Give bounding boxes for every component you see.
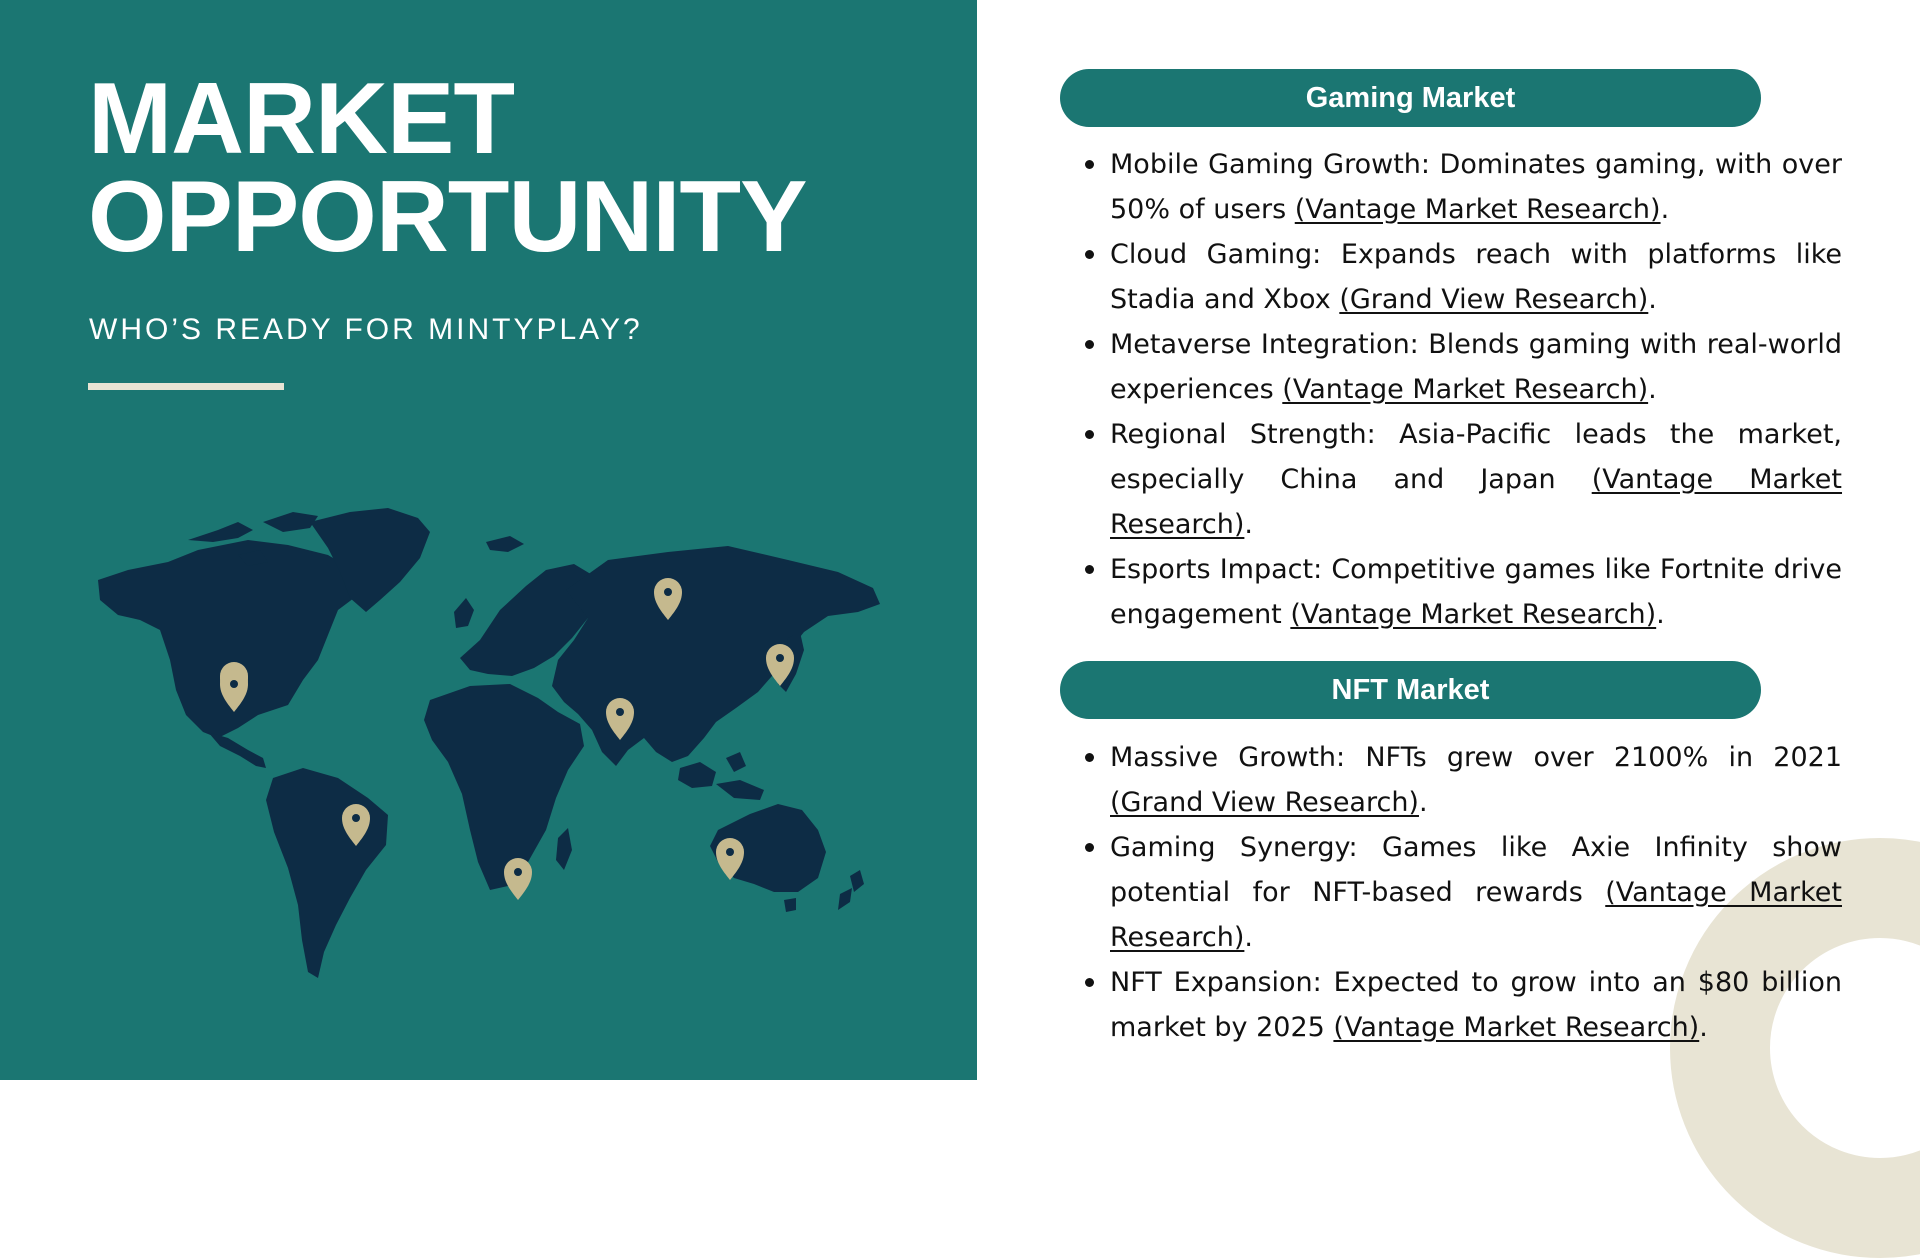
list-item-period: . <box>1244 509 1253 540</box>
list-item: Regional Strength: Asia-Pacific leads th… <box>1085 412 1843 547</box>
source-link[interactable]: (Vantage Market Research) <box>1294 194 1661 225</box>
source-link[interactable]: (Vantage Market Research) <box>1110 877 1842 953</box>
list-item-period: . <box>1418 787 1428 818</box>
list-item: Esports Impact: Competitive games like F… <box>1085 547 1842 637</box>
source-link[interactable]: (Vantage Market Research) <box>1290 599 1657 630</box>
gaming-market-list: Mobile Gaming Growth: Dominates gaming, … <box>1085 142 1843 637</box>
south-america-shape <box>266 768 388 978</box>
list-item-text: Gaming Synergy: Games like Axie Infinity… <box>1110 832 1842 908</box>
list-item-period: . <box>1656 599 1665 630</box>
map-pin-icon <box>342 804 370 846</box>
title-line-1: MARKET <box>88 63 515 175</box>
europe-shape <box>460 564 600 676</box>
list-item-text: Cloud Gaming: Expands reach with platfor… <box>1110 239 1842 315</box>
list-item: Gaming Synergy: Games like Axie Infinity… <box>1085 825 1842 960</box>
list-item: Cloud Gaming: Expands reach with platfor… <box>1085 232 1842 322</box>
africa-shape <box>424 684 584 890</box>
map-pin-icon <box>766 644 794 686</box>
list-item-text: NFT Expansion: Expected to grow into an … <box>1110 967 1842 1043</box>
list-item: Metaverse Integration: Blends gaming wit… <box>1085 322 1842 412</box>
title-underline <box>88 383 284 390</box>
subtitle: WHO’S READY FOR MINTYPLAY? <box>89 313 643 346</box>
source-link[interactable]: (Grand View Research) <box>1339 284 1649 315</box>
nft-market-list: Massive Growth: NFTs grew over 2100% in … <box>1085 735 1842 1050</box>
map-pin-icon <box>504 858 532 900</box>
list-item-text: Esports Impact: Competitive games like F… <box>1110 554 1842 630</box>
left-panel: MARKET OPPORTUNITY WHO’S READY FOR MINTY… <box>0 0 977 1080</box>
asia-shape <box>552 546 880 766</box>
list-item-period: . <box>1244 922 1253 953</box>
australia-shape <box>710 804 826 892</box>
source-link[interactable]: (Vantage Market Research) <box>1282 374 1649 405</box>
map-pin-icon <box>716 838 744 880</box>
greenland-shape <box>310 508 430 612</box>
list-item-period: . <box>1648 284 1657 315</box>
map-pins <box>220 578 794 900</box>
gaming-market-heading: Gaming Market <box>1060 69 1761 127</box>
map-pin-icon <box>654 578 682 620</box>
list-item-period: . <box>1699 1012 1708 1043</box>
nft-market-heading: NFT Market <box>1060 661 1761 719</box>
list-item-period: . <box>1648 374 1657 405</box>
source-link[interactable]: (Grand View Research) <box>1110 787 1419 818</box>
source-link[interactable]: (Vantage Market Research) <box>1110 464 1843 540</box>
list-item-text: Metaverse Integration: Blends gaming wit… <box>1110 329 1842 405</box>
list-item-text: Mobile Gaming Growth: Dominates gaming, … <box>1110 149 1842 225</box>
north-america-shape <box>98 540 358 738</box>
page-title: MARKET OPPORTUNITY <box>88 63 807 273</box>
list-item-text: Regional Strength: Asia-Pacific leads th… <box>1110 419 1842 495</box>
map-pin-icon <box>220 662 248 712</box>
list-item-period: . <box>1660 194 1670 225</box>
list-item: Mobile Gaming Growth: Dominates gaming, … <box>1085 142 1842 232</box>
map-pin-icon <box>606 698 634 740</box>
world-map-icon <box>98 508 880 978</box>
source-link[interactable]: (Vantage Market Research) <box>1333 1012 1700 1043</box>
list-item: NFT Expansion: Expected to grow into an … <box>1085 960 1842 1050</box>
title-line-2: OPPORTUNITY <box>88 161 807 273</box>
list-item-text: Massive Growth: NFTs grew over 2100% in … <box>1110 742 1842 773</box>
list-item: Massive Growth: NFTs grew over 2100% in … <box>1085 735 1842 825</box>
